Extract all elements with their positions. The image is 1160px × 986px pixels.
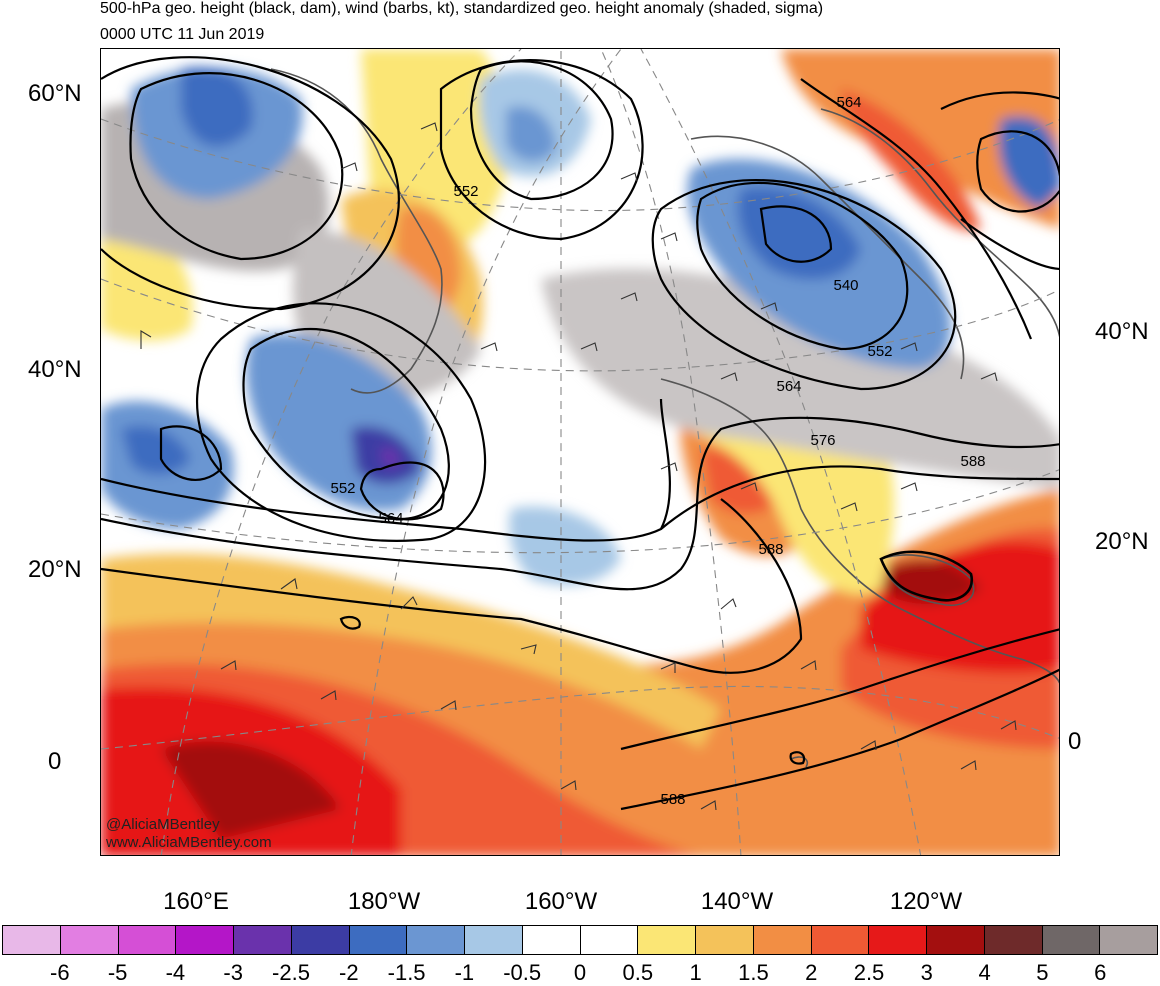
colorbar-label: -6: [50, 960, 70, 985]
colorbar-swatch: [869, 926, 927, 954]
colorbar-swatch: [60, 926, 119, 954]
contour-label: 540: [833, 277, 858, 294]
colorbar-label: 1.5: [738, 960, 769, 985]
colorbar-swatch: [465, 926, 523, 954]
colorbar-label: -2.5: [272, 960, 310, 985]
colorbar-label: 3: [920, 960, 933, 985]
contour-label: 576: [810, 432, 835, 449]
colorbar-label: 2: [805, 960, 818, 985]
colorbar-label: -4: [165, 960, 186, 985]
colorbar-swatch: [349, 926, 408, 954]
colorbar-swatch: [522, 926, 581, 954]
colorbar-swatch: [580, 926, 639, 954]
credit-site: www.AliciaMBentley.com: [106, 834, 272, 851]
contour-label: 564: [836, 94, 861, 111]
lon-label-160W: 160°W: [524, 888, 598, 915]
lon-label-180W: 180°W: [347, 888, 421, 915]
contour-label: 588: [758, 541, 783, 558]
colorbar-swatch: [407, 926, 465, 954]
colorbar-swatch: [811, 926, 870, 954]
contour-label: 552: [453, 183, 478, 200]
colorbar-label: 0: [573, 960, 587, 985]
lon-label-120W: 120°W: [889, 888, 963, 915]
colorbar-swatch: [1100, 926, 1157, 954]
colorbar-swatch: [984, 926, 1043, 954]
credit-handle: @AliciaMBentley: [106, 816, 220, 833]
valid-time: 0000 UTC 11 Jun 2019: [100, 26, 265, 43]
colorbar-swatch: [3, 926, 61, 954]
colorbar-label: -0.5: [503, 960, 542, 985]
colorbar-label: 6: [1094, 960, 1107, 985]
colorbar-label: -5: [107, 960, 128, 985]
lon-label-140W: 140°W: [700, 888, 774, 915]
lat-label-0-left: 0: [48, 748, 62, 775]
colorbar-label: 0.5: [622, 960, 654, 985]
contour-label: 564: [776, 378, 801, 395]
colorbar-swatch: [1042, 926, 1101, 954]
chart-title: 500-hPa geo. height (black, dam), wind (…: [100, 0, 824, 17]
contour-label: 552: [867, 343, 892, 360]
colorbar-swatch: [696, 926, 754, 954]
contour-label: 588: [660, 791, 685, 808]
colorbar-label: 4: [978, 960, 991, 985]
colorbar-label: 2.5: [853, 960, 885, 985]
colorbar-label: 1: [689, 960, 702, 985]
colorbar-label: -1: [454, 960, 475, 985]
lon-label-160E: 160°E: [163, 888, 229, 915]
colorbar-swatch: [753, 926, 812, 954]
contour-label: 552: [330, 480, 355, 497]
colorbar-swatch: [234, 926, 292, 954]
lat-label-20N-left: 20°N: [28, 556, 82, 583]
contour-label: 588: [960, 453, 985, 470]
lat-label-20N-right: 20°N: [1095, 528, 1149, 555]
contour-labels: 552 564 540 552 564 576 588 552 564 588 …: [330, 94, 985, 808]
colorbar: [2, 925, 1158, 955]
colorbar-swatch: [176, 926, 234, 954]
lat-label-0-right: 0: [1068, 728, 1082, 755]
anomaly-map: 552 564 540 552 564 576 588 552 564 588 …: [100, 48, 1060, 856]
contour-label: 564: [378, 510, 403, 527]
colorbar-label: 5: [1036, 960, 1049, 985]
map-canvas: 552 564 540 552 564 576 588 552 564 588 …: [101, 49, 1059, 855]
colorbar-label: -1.5: [387, 960, 426, 985]
lat-label-40N-left: 40°N: [28, 356, 82, 383]
colorbar-swatch: [927, 926, 985, 954]
colorbar-swatch: [118, 926, 177, 954]
lat-label-60N: 60°N: [28, 80, 82, 107]
colorbar-label: -2: [339, 960, 359, 985]
colorbar-swatch: [291, 926, 350, 954]
lat-label-40N-right: 40°N: [1095, 318, 1149, 345]
colorbar-label: -3: [223, 960, 243, 985]
colorbar-swatch: [638, 926, 696, 954]
